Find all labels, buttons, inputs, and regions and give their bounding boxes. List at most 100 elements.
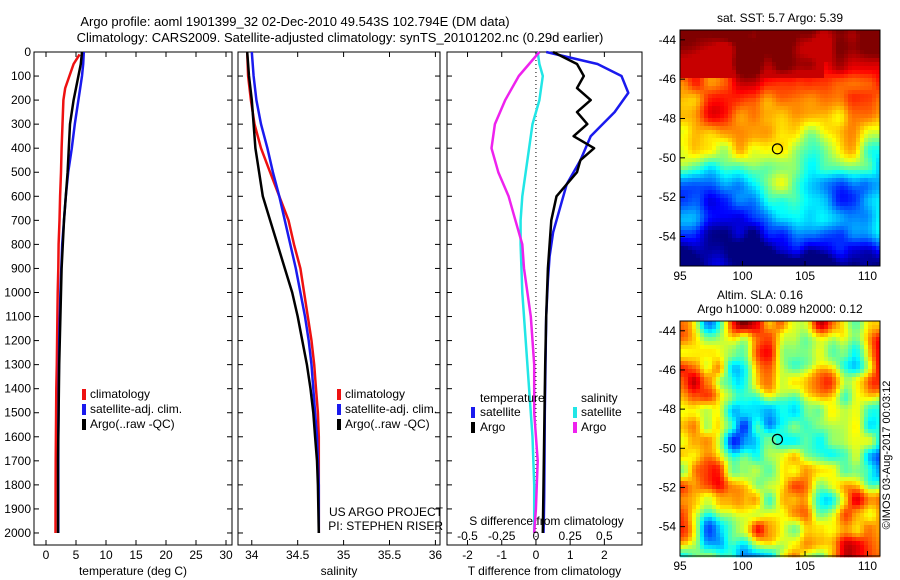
map-cell (712, 421, 717, 426)
map-cell (800, 329, 805, 334)
map-cell (820, 178, 825, 183)
map-cell (860, 174, 865, 179)
map-cell (728, 110, 733, 115)
map-cell (712, 449, 717, 454)
map-cell (780, 126, 785, 131)
map-cell (800, 150, 805, 155)
map-cell (728, 146, 733, 151)
map-cell (828, 210, 833, 215)
map-cell (868, 329, 873, 334)
map-cell (700, 82, 705, 87)
map-cell (688, 246, 693, 251)
map-cell (728, 102, 733, 107)
map-cell (728, 377, 733, 382)
map-cell (688, 74, 693, 79)
map-cell (804, 246, 809, 251)
map-cell (760, 194, 765, 199)
map-cell (712, 365, 717, 370)
map-cell (752, 250, 757, 255)
map-cell (808, 86, 813, 91)
map-cell (820, 365, 825, 370)
map-cell (808, 218, 813, 223)
map-cell (800, 54, 805, 59)
map-cell (852, 353, 857, 358)
map-cell (840, 154, 845, 159)
map-cell (736, 182, 741, 187)
map-cell (728, 230, 733, 235)
map-cell (748, 262, 753, 267)
map-cell (680, 365, 685, 370)
map-cell (680, 321, 685, 326)
map-cell (724, 421, 729, 426)
map-cell (820, 389, 825, 394)
map-cell (780, 178, 785, 183)
map-cell (784, 397, 789, 402)
map-cell (684, 182, 689, 187)
map-cell (740, 230, 745, 235)
map-cell (788, 114, 793, 119)
map-cell (808, 106, 813, 111)
map-cell (684, 90, 689, 95)
map-cell (840, 114, 845, 119)
map-cell (768, 210, 773, 215)
map-cell (740, 90, 745, 95)
map-cell (768, 106, 773, 111)
map-cell (840, 194, 845, 199)
map-cell (772, 234, 777, 239)
map-cell (768, 134, 773, 139)
map-cell (808, 405, 813, 410)
map-cell (848, 361, 853, 366)
map-cell (792, 138, 797, 143)
map-cell (744, 405, 749, 410)
map-cell (740, 234, 745, 239)
map-cell (700, 38, 705, 43)
map-cell (728, 401, 733, 406)
map-cell (776, 150, 781, 155)
map-cell (684, 433, 689, 438)
map-cell (776, 262, 781, 267)
map-cell (796, 30, 801, 35)
map-cell (684, 353, 689, 358)
depth-tick-label: 2000 (4, 526, 31, 540)
map-cell (696, 30, 701, 35)
map-cell (796, 150, 801, 155)
map-cell (724, 190, 729, 195)
map-cell (860, 126, 865, 131)
map-cell (712, 186, 717, 191)
map-cell (688, 457, 693, 462)
map-cell (828, 389, 833, 394)
map-cell (788, 118, 793, 123)
map-cell (796, 417, 801, 422)
map-cell (872, 210, 877, 215)
map-cell (768, 46, 773, 51)
map-cell (744, 82, 749, 87)
map-cell (840, 381, 845, 386)
map-cell (748, 441, 753, 446)
map-cell (876, 54, 881, 59)
map-cell (832, 238, 837, 243)
map-cell (736, 218, 741, 223)
map-cell (856, 170, 861, 175)
map-cell (848, 401, 853, 406)
map-cell (792, 445, 797, 450)
map-cell (720, 242, 725, 247)
map-cell (852, 449, 857, 454)
map-cell (860, 82, 865, 87)
map-cell (768, 190, 773, 195)
map-cell (684, 146, 689, 151)
map-cell (836, 86, 841, 91)
map-cell (860, 353, 865, 358)
map-cell (712, 381, 717, 386)
map-cell (864, 409, 869, 414)
map-cell (764, 98, 769, 103)
map-cell (712, 210, 717, 215)
map-cell (856, 457, 861, 462)
map-cell (876, 122, 881, 127)
series-line-satellite-adj-clim- (250, 51, 321, 533)
depth-tick-label: 1000 (4, 285, 31, 299)
map-cell (696, 210, 701, 215)
map-cell (740, 150, 745, 155)
map-cell (828, 74, 833, 79)
map-cell (872, 226, 877, 231)
map-cell (756, 202, 761, 207)
